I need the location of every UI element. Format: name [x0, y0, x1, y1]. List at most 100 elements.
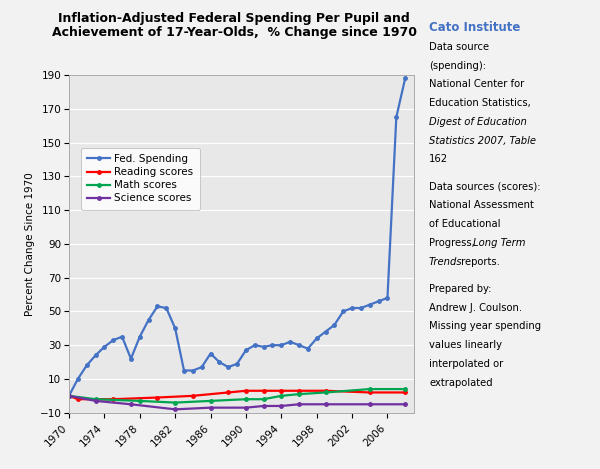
Reading scores: [401, 390, 409, 395]
Fed. Spending: [163, 305, 170, 311]
Math scores: [92, 396, 99, 402]
Science scores: [322, 401, 329, 407]
Fed. Spending: [384, 295, 391, 301]
Fed. Spending: [349, 305, 356, 311]
Text: Digest of Education: Digest of Education: [429, 117, 527, 127]
Math scores: [401, 386, 409, 392]
Text: Cato Institute: Cato Institute: [429, 21, 520, 34]
Fed. Spending: [366, 302, 373, 308]
Fed. Spending: [242, 348, 250, 353]
Reading scores: [189, 393, 196, 399]
Reading scores: [295, 388, 302, 393]
Fed. Spending: [207, 351, 214, 356]
Text: of Educational: of Educational: [429, 219, 500, 229]
Text: Inflation-Adjusted Federal Spending Per Pupil and: Inflation-Adjusted Federal Spending Per …: [58, 12, 410, 25]
Reading scores: [242, 388, 250, 393]
Fed. Spending: [340, 309, 347, 314]
Reading scores: [154, 395, 161, 401]
Fed. Spending: [295, 342, 302, 348]
Math scores: [65, 393, 73, 399]
Math scores: [295, 391, 302, 397]
Fed. Spending: [154, 303, 161, 309]
Fed. Spending: [322, 329, 329, 334]
Science scores: [278, 403, 285, 409]
Reading scores: [260, 388, 267, 393]
Science scores: [92, 398, 99, 404]
Science scores: [295, 401, 302, 407]
Text: National Center for: National Center for: [429, 79, 524, 89]
Fed. Spending: [65, 393, 73, 399]
Y-axis label: Percent Change Since 1970: Percent Change Since 1970: [25, 172, 35, 316]
Reading scores: [65, 393, 73, 399]
Fed. Spending: [101, 344, 108, 350]
Fed. Spending: [269, 342, 276, 348]
Reading scores: [278, 388, 285, 393]
Reading scores: [74, 396, 82, 402]
Text: 162: 162: [429, 154, 448, 164]
Fed. Spending: [375, 298, 382, 304]
Text: Progress,: Progress,: [429, 238, 478, 248]
Text: interpolated or: interpolated or: [429, 359, 503, 369]
Text: Prepared by:: Prepared by:: [429, 284, 491, 294]
Fed. Spending: [145, 317, 152, 323]
Fed. Spending: [181, 368, 188, 373]
Text: reports.: reports.: [458, 257, 500, 266]
Text: Data source: Data source: [429, 42, 489, 52]
Line: Fed. Spending: Fed. Spending: [67, 76, 407, 398]
Line: Reading scores: Reading scores: [67, 389, 407, 401]
Fed. Spending: [189, 368, 196, 373]
Text: Achievement of 17-Year-Olds,  % Change since 1970: Achievement of 17-Year-Olds, % Change si…: [52, 26, 416, 39]
Fed. Spending: [287, 339, 294, 345]
Text: Education Statistics,: Education Statistics,: [429, 98, 531, 108]
Reading scores: [322, 388, 329, 393]
Fed. Spending: [251, 342, 259, 348]
Math scores: [136, 398, 143, 404]
Science scores: [366, 401, 373, 407]
Math scores: [172, 400, 179, 405]
Fed. Spending: [127, 356, 134, 362]
Line: Math scores: Math scores: [67, 387, 407, 404]
Legend: Fed. Spending, Reading scores, Math scores, Science scores: Fed. Spending, Reading scores, Math scor…: [81, 148, 200, 210]
Fed. Spending: [136, 334, 143, 340]
Math scores: [242, 396, 250, 402]
Fed. Spending: [401, 76, 409, 81]
Fed. Spending: [224, 364, 232, 370]
Science scores: [65, 393, 73, 399]
Reading scores: [224, 390, 232, 395]
Text: values linearly: values linearly: [429, 340, 502, 350]
Text: Andrew J. Coulson.: Andrew J. Coulson.: [429, 303, 522, 312]
Text: (spending):: (spending):: [429, 61, 486, 70]
Fed. Spending: [216, 359, 223, 365]
Fed. Spending: [260, 344, 267, 350]
Text: Trends: Trends: [429, 257, 463, 266]
Text: Missing year spending: Missing year spending: [429, 321, 541, 331]
Reading scores: [110, 396, 117, 402]
Text: National Assessment: National Assessment: [429, 200, 534, 210]
Fed. Spending: [74, 376, 82, 382]
Fed. Spending: [110, 337, 117, 343]
Fed. Spending: [304, 346, 311, 351]
Fed. Spending: [313, 336, 320, 341]
Fed. Spending: [278, 342, 285, 348]
Science scores: [242, 405, 250, 410]
Math scores: [366, 386, 373, 392]
Fed. Spending: [172, 325, 179, 331]
Fed. Spending: [233, 361, 241, 367]
Fed. Spending: [358, 305, 365, 311]
Fed. Spending: [92, 353, 99, 358]
Math scores: [322, 390, 329, 395]
Text: extrapolated: extrapolated: [429, 378, 493, 387]
Science scores: [172, 407, 179, 412]
Line: Science scores: Science scores: [67, 394, 407, 411]
Math scores: [278, 393, 285, 399]
Science scores: [260, 403, 267, 409]
Fed. Spending: [198, 364, 205, 370]
Fed. Spending: [118, 334, 125, 340]
Fed. Spending: [331, 322, 338, 328]
Science scores: [207, 405, 214, 410]
Science scores: [127, 401, 134, 407]
Text: Statistics 2007, Table: Statistics 2007, Table: [429, 136, 536, 145]
Fed. Spending: [393, 114, 400, 120]
Reading scores: [366, 390, 373, 395]
Text: Long Term: Long Term: [473, 238, 526, 248]
